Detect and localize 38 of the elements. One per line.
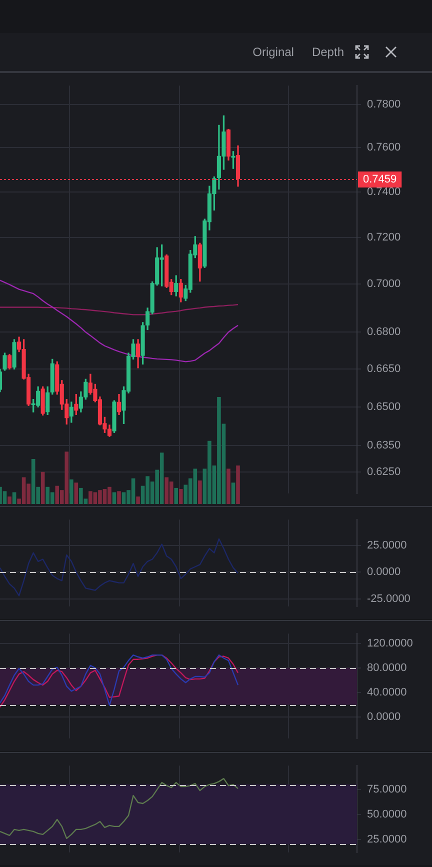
- y-tick-label: 40.0000: [367, 686, 407, 698]
- bar: [12, 492, 16, 504]
- y-tick-label: 80.0000: [367, 662, 407, 674]
- y-tick-label: 25.0000: [367, 833, 407, 846]
- y-tick-label: -25.0000: [367, 592, 410, 605]
- bar: [198, 480, 202, 504]
- bar: [40, 472, 45, 504]
- y-tick-label: 0.6800: [367, 326, 401, 338]
- y-tick-label: 0.0000: [367, 566, 401, 578]
- bar: [174, 488, 178, 504]
- y-tick-label: 0.7800: [367, 98, 401, 111]
- y-tick-label: 25.0000: [367, 539, 407, 552]
- bar: [136, 496, 140, 504]
- text: Original: [252, 45, 294, 59]
- y-tick-label: 0.7000: [367, 278, 401, 290]
- bar: [236, 465, 240, 504]
- bar: [69, 479, 74, 504]
- ref-line-label: 0.7459: [363, 174, 397, 186]
- bar: [231, 482, 236, 504]
- bar: [117, 491, 121, 504]
- y-tick-label: 50.0000: [367, 808, 407, 821]
- y-tick-label: 0.6500: [367, 401, 401, 414]
- bar: [178, 489, 183, 504]
- bar: [2, 491, 7, 504]
- bar: [112, 492, 116, 504]
- y-tick-label: 0.6350: [367, 440, 401, 452]
- y-tick-label: 0.6650: [367, 363, 401, 376]
- y-tick-label: 0.0000: [367, 710, 401, 723]
- bar: [8, 496, 12, 504]
- bar: [226, 468, 230, 504]
- bar: [74, 482, 78, 504]
- y-tick-label: 0.6250: [367, 466, 401, 478]
- text: Depth: [312, 45, 344, 59]
- y-tick-label: 0.7600: [367, 142, 401, 154]
- y-tick-label: 0.7400: [367, 186, 401, 198]
- y-tick-label: 75.0000: [367, 784, 407, 796]
- y-tick-label: 0.7200: [367, 231, 401, 244]
- y-tick-label: 120.0000: [367, 637, 413, 650]
